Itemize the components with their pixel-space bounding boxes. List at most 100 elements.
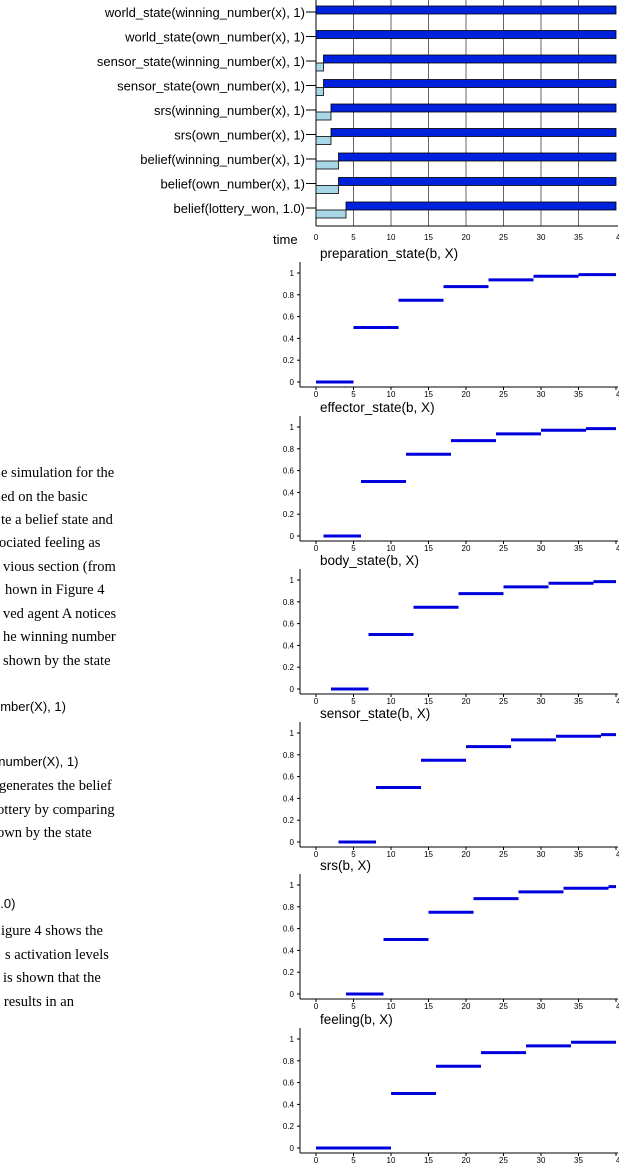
- timeline-row-label: srs(winning_number(x), 1): [154, 103, 305, 118]
- subplot-y-tick-label: 1: [290, 269, 295, 278]
- subplot-y-tick-label: 0.4: [283, 641, 295, 650]
- subplot-x-tick-label: 25: [499, 850, 508, 859]
- timeline-tick-label: 35: [574, 233, 583, 242]
- subplot-x-tick-label: 30: [537, 544, 546, 553]
- subplot-x-tick-label: 10: [387, 1002, 396, 1011]
- subplot-y-tick-label: 0.6: [283, 925, 295, 934]
- timeline-true-bar: [338, 152, 617, 162]
- subplot-x-tick-label: 5: [351, 544, 356, 553]
- timeline-tick-label: 30: [537, 233, 546, 242]
- subplot-x-tick-label: 20: [462, 390, 471, 399]
- body-text-line: hown in Figure 4: [5, 582, 105, 598]
- subplot-x-tick-label: 10: [387, 390, 396, 399]
- subplot-x-tick-label: 35: [574, 697, 583, 706]
- subplot-y-tick-label: 0.8: [283, 903, 295, 912]
- subplot-y-tick-label: 0.4: [283, 334, 295, 343]
- subplot-x-tick-label: 25: [499, 1156, 508, 1165]
- subplot-x-tick-label: 40: [616, 390, 619, 399]
- timeline-false-bar: [315, 87, 324, 96]
- timeline-tick-label: 40: [616, 233, 619, 242]
- timeline-false-bar: [315, 62, 324, 72]
- subplot-x-tick-label: 30: [537, 697, 546, 706]
- timeline-tick-label: 15: [424, 233, 433, 242]
- subplot-y-tick-label: 0.2: [283, 663, 295, 672]
- timeline-false-bar: [315, 185, 339, 194]
- timeline-time-label: time: [273, 232, 298, 247]
- subplot-x-tick-label: 40: [616, 544, 619, 553]
- body-text-line: ed on the basic: [1, 489, 88, 505]
- body-text-line: ociated feeling as: [0, 535, 101, 551]
- subplot-x-tick-label: 35: [574, 1002, 583, 1011]
- subplot-x-tick-label: 15: [424, 390, 433, 399]
- subplot-x-tick-label: 5: [351, 390, 356, 399]
- subplot-x-tick-label: 25: [499, 390, 508, 399]
- subplot-x-tick-label: 25: [499, 697, 508, 706]
- subplot-x-tick-label: 5: [351, 1156, 356, 1165]
- subplot-x-tick-label: 10: [387, 1156, 396, 1165]
- timeline-tick-label: 10: [387, 233, 396, 242]
- subplot-x-tick-label: 0: [314, 544, 319, 553]
- subplot-y-tick-label: 0.2: [283, 1122, 295, 1131]
- body-text-line: te a belief state and: [1, 512, 113, 528]
- subplot-x-tick-label: 30: [537, 390, 546, 399]
- timeline-true-bar: [315, 30, 617, 39]
- body-text-line: ottery by comparing: [0, 802, 115, 818]
- subplot-y-tick-label: 0.2: [283, 968, 295, 977]
- timeline-true-bar: [330, 103, 617, 113]
- subplot-x-tick-label: 20: [462, 1156, 471, 1165]
- subplot-y-tick-label: 1: [290, 576, 295, 585]
- subplot-x-tick-label: 0: [314, 697, 319, 706]
- subplot-y-tick-label: 1: [290, 1035, 295, 1044]
- timeline-row-label: world_state(own_number(x), 1): [124, 30, 305, 45]
- subplot-x-tick-label: 5: [351, 850, 356, 859]
- subplot-x-tick-label: 10: [387, 697, 396, 706]
- timeline-row-label: world_state(winning_number(x), 1): [104, 5, 305, 20]
- subplot-y-tick-label: 0: [290, 685, 295, 694]
- subplot-title: feeling(b, X): [320, 1012, 393, 1027]
- subplot-x-tick-label: 20: [462, 850, 471, 859]
- subplot-x-tick-label: 5: [351, 1002, 356, 1011]
- subplot-y-tick-label: 0: [290, 838, 295, 847]
- subplot-x-tick-label: 25: [499, 544, 508, 553]
- timeline-true-bar: [323, 54, 617, 64]
- subplot-y-tick-label: 0.8: [283, 598, 295, 607]
- timeline-true-bar: [323, 79, 617, 88]
- subplot-x-tick-label: 15: [424, 850, 433, 859]
- timeline-row-label: sensor_state(own_number(x), 1): [117, 79, 305, 94]
- subplot-x-tick-label: 35: [574, 544, 583, 553]
- subplot-y-tick-label: 0.2: [283, 356, 295, 365]
- subplot-y-tick-label: 0.8: [283, 445, 295, 454]
- timeline-row-label: belief(lottery_won, 1.0): [173, 201, 305, 216]
- subplot-y-tick-label: 0: [290, 532, 295, 541]
- subplot-title: preparation_state(b, X): [320, 246, 458, 261]
- timeline-tick-label: 5: [351, 233, 356, 242]
- body-text-line: _number(X), 1): [0, 754, 79, 769]
- timeline-false-bar: [315, 136, 332, 145]
- subplot-x-tick-label: 40: [616, 850, 619, 859]
- body-text-line: generates the belief: [0, 778, 112, 794]
- subplot-y-tick-label: 0: [290, 990, 295, 999]
- subplot-x-tick-label: 30: [537, 1156, 546, 1165]
- subplot-y-tick-label: 0: [290, 378, 295, 387]
- subplot-title: body_state(b, X): [320, 553, 419, 568]
- subplot-y-tick-label: 0.6: [283, 467, 295, 476]
- body-text-line: s activation levels: [5, 947, 109, 963]
- subplot-x-tick-label: 40: [616, 697, 619, 706]
- timeline-row-label: belief(winning_number(x), 1): [140, 152, 305, 167]
- subplot-title: effector_state(b, X): [320, 400, 435, 415]
- timeline-tick-label: 0: [314, 233, 319, 242]
- subplot-x-tick-label: 30: [537, 850, 546, 859]
- subplot-title: sensor_state(b, X): [320, 706, 430, 721]
- subplot-x-tick-label: 35: [574, 390, 583, 399]
- subplot-x-tick-label: 20: [462, 697, 471, 706]
- subplot-y-tick-label: 0.2: [283, 510, 295, 519]
- subplot-y-tick-label: 0.2: [283, 816, 295, 825]
- subplot-y-tick-label: 0.6: [283, 1079, 295, 1088]
- subplot-x-tick-label: 15: [424, 1002, 433, 1011]
- subplot-x-tick-label: 0: [314, 390, 319, 399]
- timeline-tick-label: 20: [462, 233, 471, 242]
- subplot-y-tick-label: 0.6: [283, 313, 295, 322]
- subplot-x-tick-label: 0: [314, 850, 319, 859]
- timeline-row-label: sensor_state(winning_number(x), 1): [97, 54, 305, 69]
- subplot-y-tick-label: 0.8: [283, 1057, 295, 1066]
